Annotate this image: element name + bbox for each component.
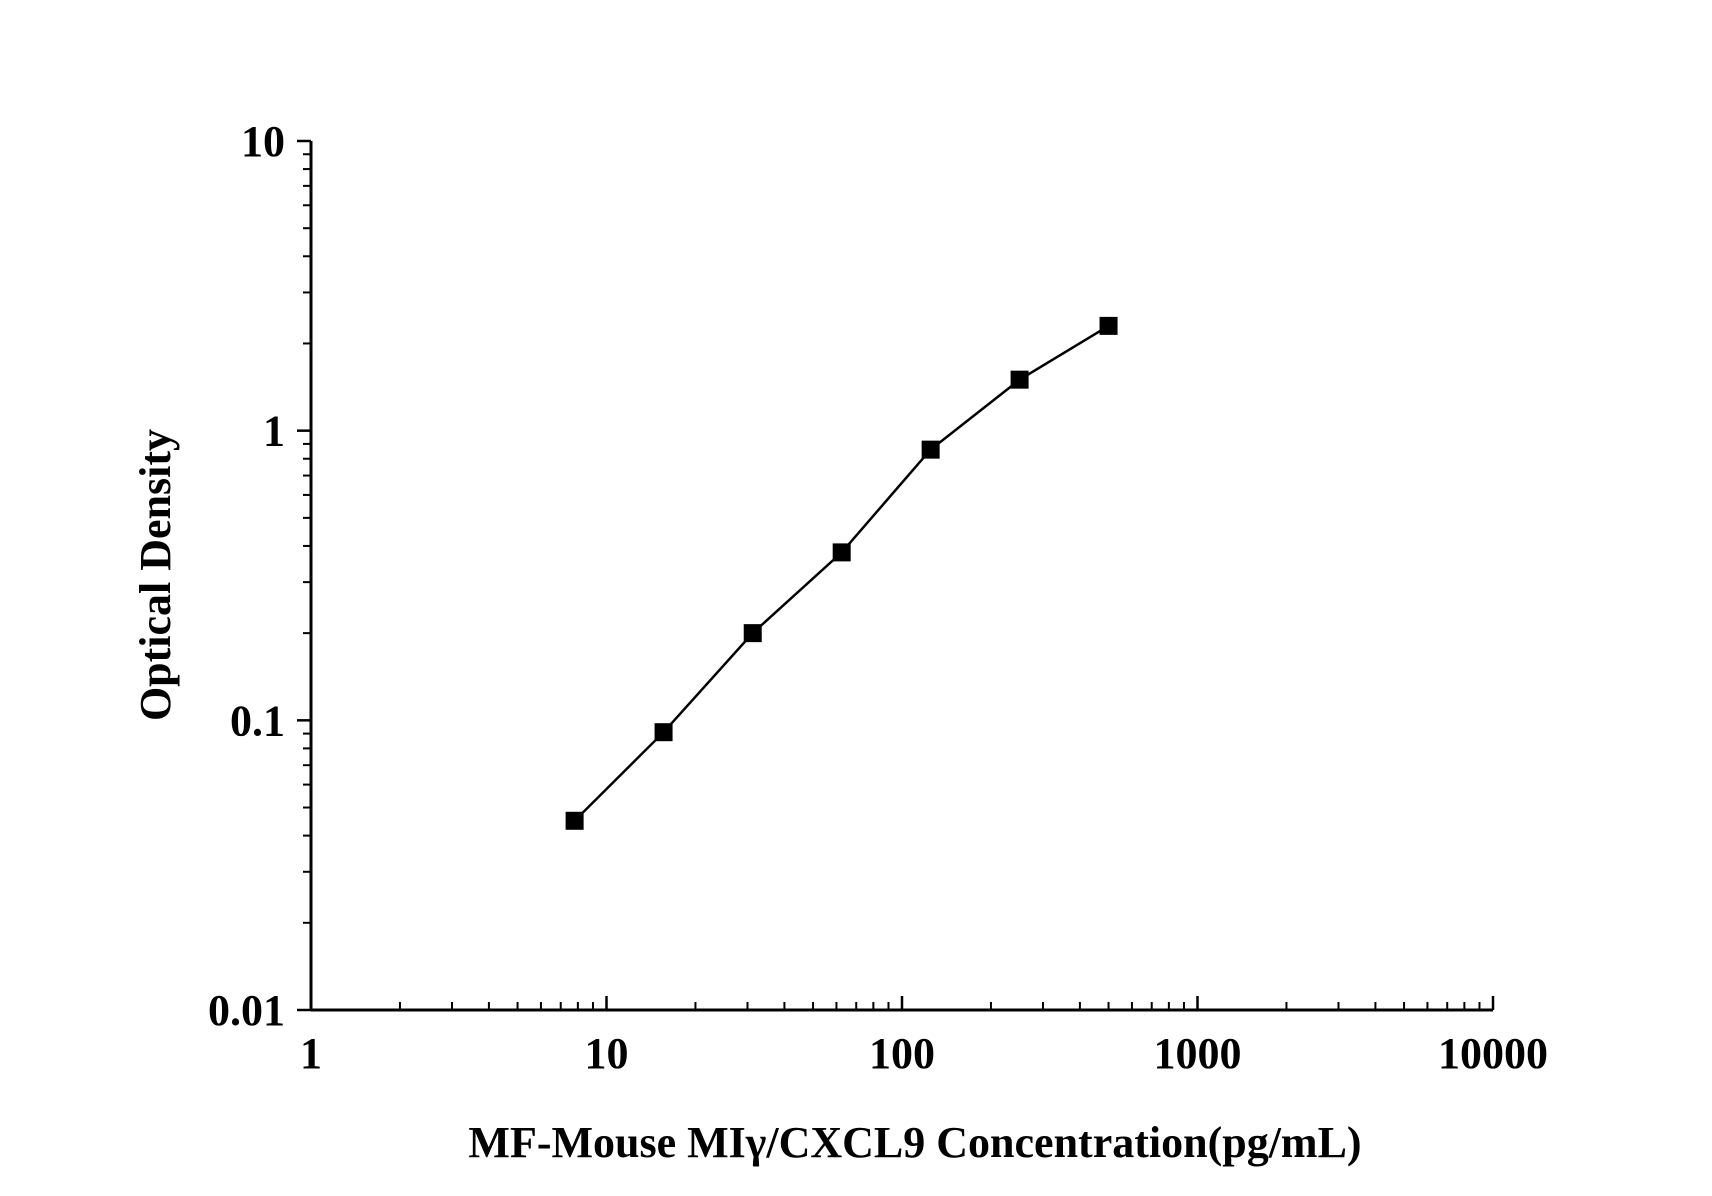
x-tick-label: 1000: [1154, 1029, 1242, 1078]
data-point-marker: [565, 811, 584, 830]
y-tick-label: 0.1: [230, 696, 285, 745]
y-tick-label: 1: [263, 407, 285, 456]
x-tick-label: 1: [300, 1029, 322, 1078]
x-tick-label: 10: [585, 1029, 629, 1078]
series-line: [573, 324, 1110, 822]
x-tick-label: 100: [869, 1029, 935, 1078]
data-point-marker: [832, 543, 851, 562]
x-axis-title: MF-Mouse MIγ/CXCL9 Concentration(pg/mL): [468, 1118, 1361, 1167]
tick-labels: 1 10 100 1000 10000 0.01 0.1 1 10: [208, 117, 1548, 1078]
axes: [309, 141, 1493, 1012]
data-point-marker: [654, 723, 673, 742]
data-point-marker: [1010, 370, 1029, 389]
data-point-marker: [743, 624, 762, 643]
x-tick-label: 10000: [1438, 1029, 1548, 1078]
data-point-marker: [1099, 316, 1118, 335]
y-tick-label: 0.01: [208, 986, 285, 1035]
y-axis-title: Optical Density: [131, 429, 180, 721]
data-point-marker: [921, 440, 940, 459]
series-lines: [573, 324, 1110, 822]
series-markers: [565, 316, 1118, 830]
ticks: [297, 139, 1495, 1012]
y-tick-label: 10: [241, 117, 285, 166]
